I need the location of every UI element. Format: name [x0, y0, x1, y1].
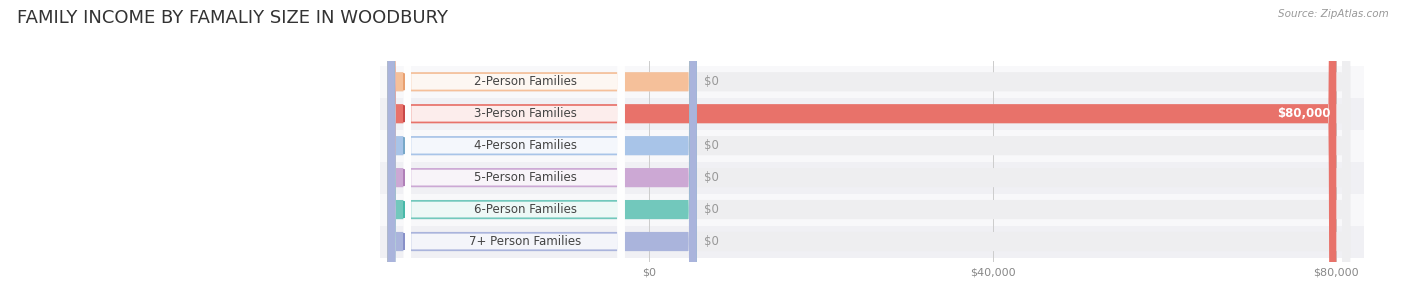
FancyBboxPatch shape: [380, 194, 1364, 226]
FancyBboxPatch shape: [388, 0, 697, 305]
FancyBboxPatch shape: [388, 0, 1350, 305]
Text: FAMILY INCOME BY FAMALIY SIZE IN WOODBURY: FAMILY INCOME BY FAMALIY SIZE IN WOODBUR…: [17, 9, 449, 27]
FancyBboxPatch shape: [380, 66, 1364, 98]
Text: 3-Person Families: 3-Person Families: [474, 107, 576, 120]
FancyBboxPatch shape: [404, 0, 624, 305]
Text: $0: $0: [703, 75, 718, 88]
Text: $80,000: $80,000: [1277, 107, 1331, 120]
Text: $0: $0: [703, 235, 718, 248]
FancyBboxPatch shape: [388, 0, 697, 305]
FancyBboxPatch shape: [380, 226, 1364, 257]
FancyBboxPatch shape: [388, 0, 697, 305]
FancyBboxPatch shape: [388, 0, 697, 305]
FancyBboxPatch shape: [380, 162, 1364, 194]
Text: 2-Person Families: 2-Person Families: [474, 75, 576, 88]
Text: 4-Person Families: 4-Person Families: [474, 139, 576, 152]
Text: $0: $0: [703, 139, 718, 152]
FancyBboxPatch shape: [404, 0, 624, 305]
Text: 5-Person Families: 5-Person Families: [474, 171, 576, 184]
FancyBboxPatch shape: [380, 130, 1364, 162]
FancyBboxPatch shape: [404, 0, 624, 305]
FancyBboxPatch shape: [388, 0, 1350, 305]
FancyBboxPatch shape: [388, 0, 1350, 305]
FancyBboxPatch shape: [388, 0, 1350, 305]
FancyBboxPatch shape: [388, 0, 1350, 305]
FancyBboxPatch shape: [380, 98, 1364, 130]
FancyBboxPatch shape: [404, 0, 624, 305]
FancyBboxPatch shape: [404, 0, 624, 305]
FancyBboxPatch shape: [388, 0, 1350, 305]
FancyBboxPatch shape: [388, 0, 1336, 305]
FancyBboxPatch shape: [404, 0, 624, 305]
FancyBboxPatch shape: [388, 0, 697, 305]
Text: 6-Person Families: 6-Person Families: [474, 203, 576, 216]
Text: $0: $0: [703, 171, 718, 184]
Text: $0: $0: [703, 203, 718, 216]
Text: Source: ZipAtlas.com: Source: ZipAtlas.com: [1278, 9, 1389, 19]
Text: 7+ Person Families: 7+ Person Families: [470, 235, 581, 248]
